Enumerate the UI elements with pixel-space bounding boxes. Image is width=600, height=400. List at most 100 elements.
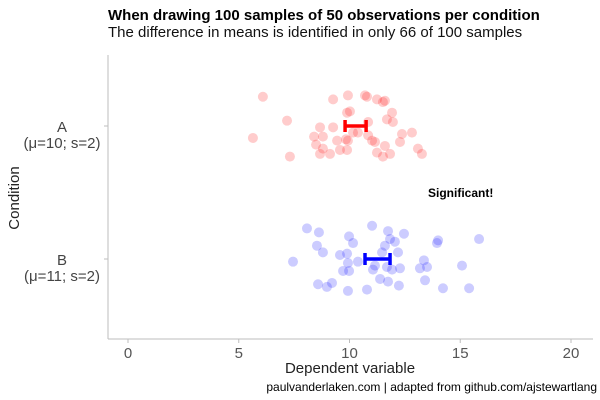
data-point-A <box>342 135 353 146</box>
data-point-A <box>317 131 328 142</box>
data-point-A <box>387 117 398 128</box>
data-point-B <box>383 226 394 237</box>
data-point-B <box>367 220 378 231</box>
data-point-B <box>414 263 425 274</box>
data-point-B <box>321 281 332 292</box>
y-tick-sublabel: (μ=10; s=2) <box>23 135 100 152</box>
data-point-A <box>257 91 268 102</box>
data-point-A <box>325 148 336 159</box>
data-point-B <box>395 263 406 274</box>
x-tick-label: 0 <box>124 345 132 362</box>
source-caption: paulvanderlaken.com | adapted from githu… <box>266 380 597 394</box>
y-tick-sublabel: (μ=11; s=2) <box>24 268 100 285</box>
data-point-A <box>395 136 406 147</box>
data-point-A <box>360 90 371 101</box>
x-axis-title: Dependent variable <box>285 360 415 377</box>
data-point-B <box>344 231 355 242</box>
data-point-A <box>381 114 392 125</box>
data-point-A <box>396 128 407 139</box>
data-point-A <box>340 134 351 145</box>
data-point-A <box>387 107 398 118</box>
data-point-A <box>416 148 427 159</box>
data-point-B <box>383 276 394 287</box>
data-point-A <box>328 94 339 105</box>
data-point-A <box>379 140 390 151</box>
data-point-B <box>393 280 404 291</box>
data-point-B <box>301 223 312 234</box>
data-point-B <box>474 234 485 245</box>
data-point-A <box>342 144 353 155</box>
data-point-B <box>313 227 324 238</box>
data-point-B <box>457 260 468 271</box>
data-point-A <box>328 122 339 133</box>
data-point-A <box>363 130 374 141</box>
data-point-B <box>334 250 345 261</box>
data-point-B <box>313 279 324 290</box>
data-point-B <box>369 260 380 271</box>
data-point-A <box>282 115 293 126</box>
data-point-B <box>433 235 444 246</box>
data-point-B <box>422 261 433 272</box>
data-point-B <box>311 240 322 251</box>
data-point-B <box>431 238 442 249</box>
data-point-A <box>406 127 417 138</box>
data-point-A <box>371 147 382 158</box>
data-point-B <box>342 257 353 268</box>
data-point-A <box>344 106 355 117</box>
data-point-A <box>367 135 378 146</box>
data-point-B <box>342 285 353 296</box>
data-point-A <box>377 151 388 162</box>
data-point-A <box>332 135 343 146</box>
significance-annotation: Significant! <box>428 186 493 200</box>
data-point-A <box>247 132 258 143</box>
data-point-A <box>371 94 382 105</box>
data-point-A <box>385 148 396 159</box>
data-point-B <box>418 255 429 266</box>
data-point-A <box>334 144 345 155</box>
data-point-A <box>379 95 390 106</box>
y-tick-label: A <box>57 119 67 136</box>
data-point-B <box>348 238 359 249</box>
data-point-A <box>412 143 423 154</box>
chart-subtitle: The difference in means is identified in… <box>108 24 523 41</box>
data-point-B <box>385 234 396 245</box>
data-point-A <box>352 127 363 138</box>
data-point-B <box>288 256 299 267</box>
data-point-B <box>342 248 353 259</box>
data-point-B <box>367 264 378 275</box>
x-tick-label: 10 <box>341 345 358 362</box>
data-point-B <box>437 283 448 294</box>
data-point-B <box>393 247 404 258</box>
data-point-A <box>317 143 328 154</box>
data-point-B <box>387 264 398 275</box>
y-tick-label: B <box>57 252 67 269</box>
x-tick-label: 5 <box>235 345 243 362</box>
data-point-B <box>420 275 431 286</box>
data-point-A <box>377 97 388 108</box>
data-point-A <box>309 131 320 142</box>
data-point-A <box>284 151 295 162</box>
data-point-B <box>338 265 349 276</box>
data-point-A <box>315 148 326 159</box>
data-point-B <box>379 240 390 251</box>
data-point-B <box>464 283 475 294</box>
data-point-B <box>327 277 338 288</box>
data-point-B <box>361 284 372 295</box>
data-point-A <box>342 90 353 101</box>
x-tick-label: 20 <box>563 345 580 362</box>
data-point-B <box>352 256 363 267</box>
data-point-B <box>344 265 355 276</box>
chart-title: When drawing 100 samples of 50 observati… <box>108 7 540 24</box>
data-point-A <box>311 139 322 150</box>
data-point-B <box>389 236 400 247</box>
data-point-A <box>342 107 353 118</box>
data-point-B <box>398 228 409 239</box>
data-point-A <box>369 136 380 147</box>
data-point-B <box>377 247 388 258</box>
data-point-B <box>317 247 328 258</box>
data-point-A <box>361 91 372 102</box>
y-axis-title: Condition <box>6 166 23 229</box>
data-point-A <box>348 127 359 138</box>
data-point-B <box>375 273 386 284</box>
